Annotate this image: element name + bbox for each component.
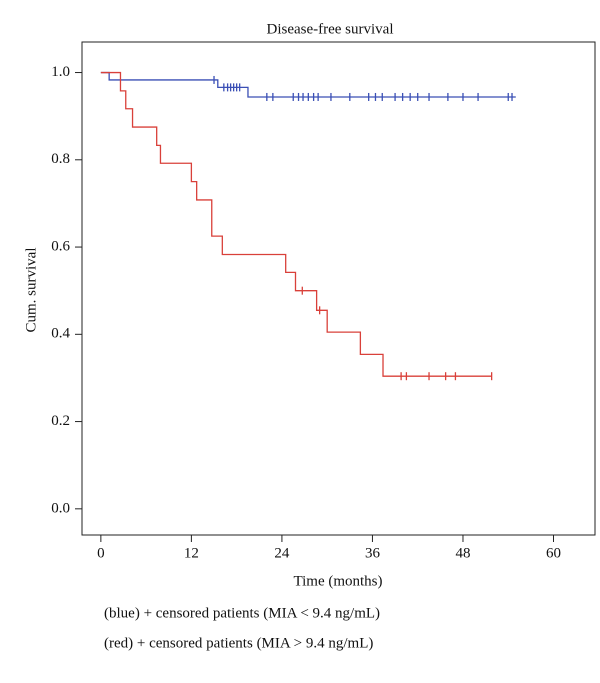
y-tick-label: 0.0 bbox=[51, 500, 70, 516]
survival-curve bbox=[100, 71, 516, 98]
survival-curve bbox=[100, 71, 492, 377]
caption: (blue) + censored patients (MIA < 9.4 ng… bbox=[104, 605, 380, 621]
x-tick-label: 24 bbox=[274, 545, 290, 561]
y-tick-label: 0.6 bbox=[51, 238, 70, 254]
x-tick-label: 36 bbox=[365, 545, 381, 561]
x-tick-label: 0 bbox=[97, 545, 105, 561]
y-tick-label: 1.0 bbox=[51, 64, 70, 80]
y-axis-label: Cum. survival bbox=[23, 248, 39, 333]
plot-frame bbox=[81, 41, 596, 536]
y-tick-label: 0.4 bbox=[51, 326, 70, 342]
x-tick-label: 48 bbox=[455, 545, 470, 561]
x-tick-label: 60 bbox=[546, 545, 561, 561]
y-tick-label: 0.2 bbox=[51, 413, 70, 429]
y-tick-label: 0.8 bbox=[51, 151, 70, 167]
chart-title: Disease-free survival bbox=[266, 21, 393, 37]
x-tick-label: 12 bbox=[184, 545, 199, 561]
x-axis-label: Time (months) bbox=[293, 573, 382, 589]
caption: (red) + censored patients (MIA > 9.4 ng/… bbox=[104, 635, 373, 651]
